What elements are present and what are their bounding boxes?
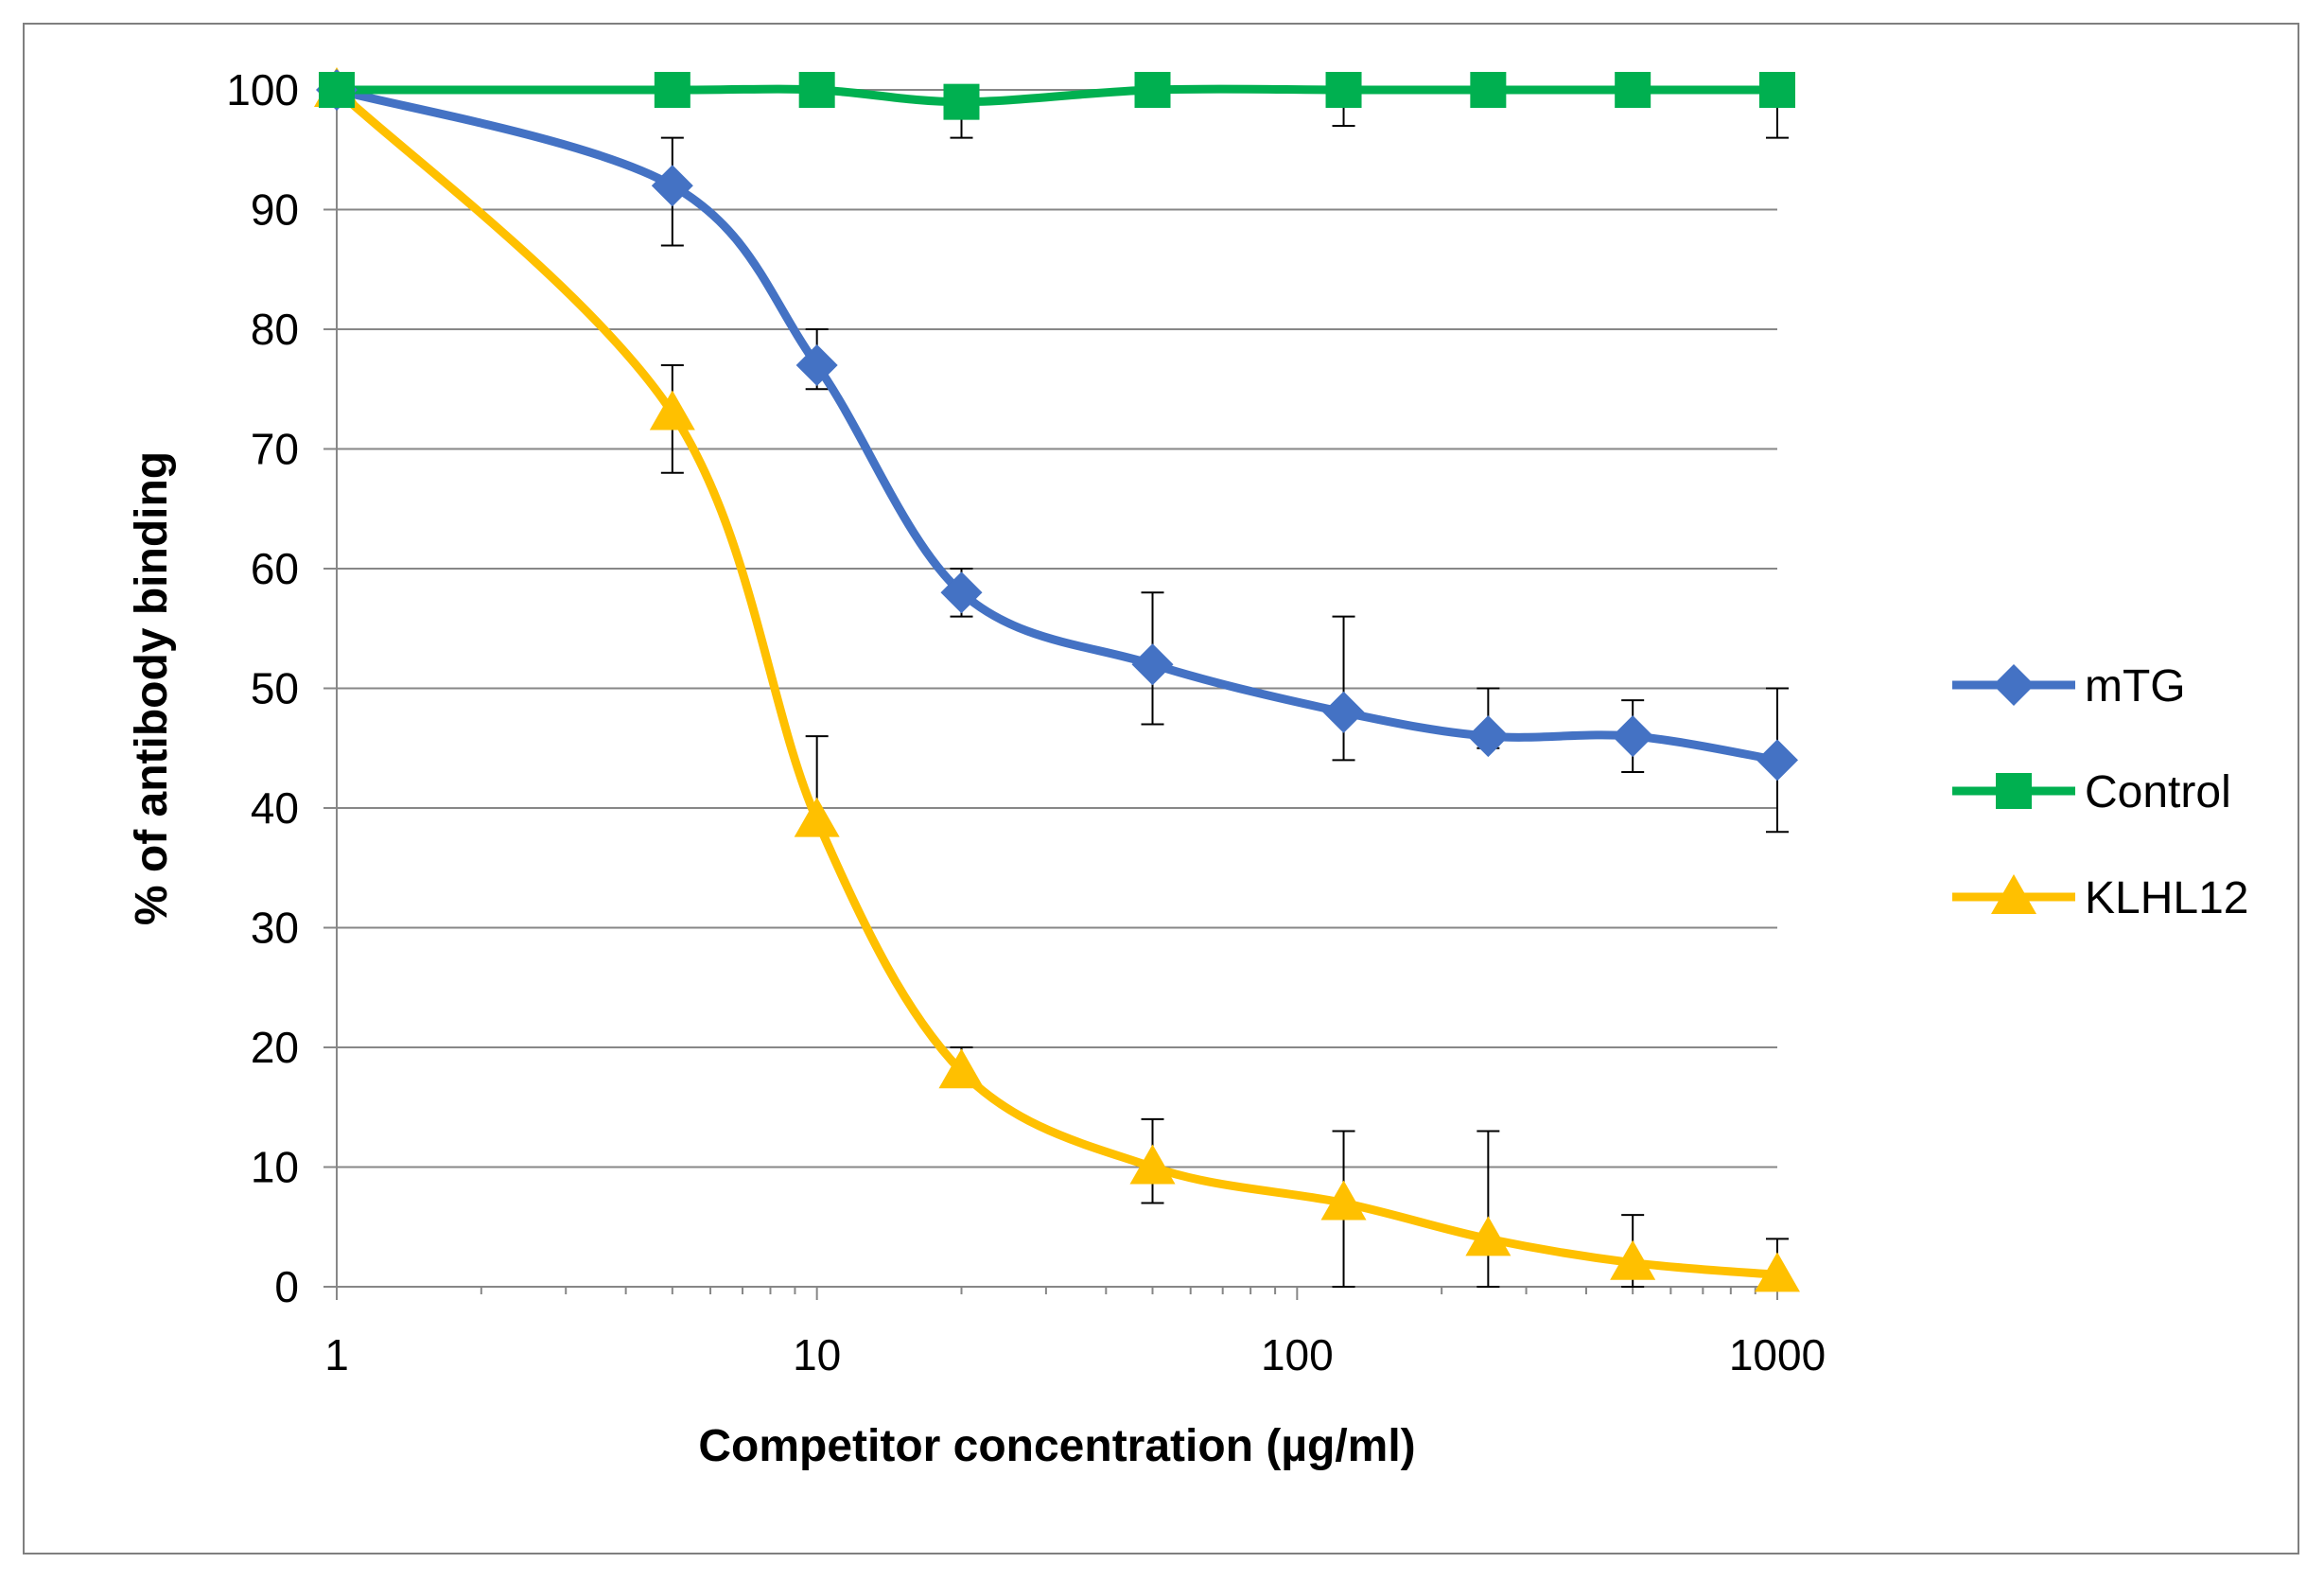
- legend-klhl12-label: KLHL12: [2085, 873, 2248, 923]
- y-tick-label: 40: [251, 783, 299, 833]
- control-point: [1470, 72, 1507, 108]
- y-tick-label: 80: [251, 305, 299, 354]
- mtg-point: [795, 343, 838, 386]
- grid: [337, 89, 1777, 1168]
- legend-mtg-label: mTG: [2085, 661, 2186, 711]
- x-tick-label: 100: [1261, 1330, 1334, 1379]
- legend-control-label: Control: [2085, 767, 2231, 817]
- x-tick-label: 1000: [1729, 1330, 1826, 1379]
- y-tick-label: 70: [251, 425, 299, 474]
- mtg-point: [1612, 715, 1654, 758]
- control-point: [319, 72, 355, 108]
- series-markers: [314, 67, 1800, 1292]
- control-point: [798, 72, 835, 108]
- control-point: [1615, 72, 1651, 108]
- y-tick-label: 50: [251, 664, 299, 713]
- klhl12-point: [1755, 1252, 1800, 1292]
- chart-frame: 0 10 20 30 40 50 60 70 80 90 100 1 10 100 1000 mTG Cont…: [23, 23, 2299, 1555]
- control-point: [1759, 72, 1795, 108]
- control-line: [332, 84, 1782, 107]
- klhl12-point: [938, 1048, 985, 1089]
- klhl12-point: [1129, 1144, 1176, 1185]
- y-tick-label: 90: [251, 185, 299, 235]
- mtg-point: [1322, 691, 1365, 733]
- y-tick-label: 30: [251, 904, 299, 953]
- y-tick-label: 0: [274, 1262, 299, 1311]
- control-point: [1134, 72, 1171, 108]
- mtg-point: [1131, 643, 1174, 686]
- y-tick-label: 10: [251, 1143, 299, 1192]
- series-lines: [332, 84, 1782, 1279]
- legend-klhl12-marker: [1991, 874, 2036, 914]
- mtg-point: [651, 165, 693, 207]
- klhl12-point: [1465, 1216, 1511, 1256]
- y-axis-title: % of antibody binding: [127, 451, 177, 925]
- klhl12-point: [1610, 1239, 1656, 1280]
- control-point: [654, 72, 690, 108]
- control-point: [1325, 72, 1362, 108]
- x-tick-label: 10: [793, 1330, 841, 1379]
- mtg-point: [1467, 715, 1510, 758]
- klhl12-point: [794, 797, 840, 837]
- x-axis-title: Competitor concentration (µg/ml): [698, 1421, 1415, 1471]
- y-tick-label: 60: [251, 544, 299, 593]
- control-point: [943, 83, 980, 120]
- mtg-line: [332, 85, 1782, 764]
- y-tick-label: 20: [251, 1023, 299, 1072]
- mtg-point: [940, 571, 983, 614]
- legend-control-marker: [1996, 773, 2032, 809]
- y-tick-label: 100: [226, 65, 299, 114]
- klhl12-line: [332, 85, 1782, 1279]
- klhl12-point: [649, 390, 695, 430]
- mtg-point: [1756, 739, 1798, 782]
- legend-mtg-marker: [1993, 664, 2035, 706]
- x-tick-label: 1: [324, 1330, 349, 1379]
- legend: mTG Control KLHL12: [1952, 661, 2248, 923]
- klhl12-point: [1320, 1180, 1367, 1221]
